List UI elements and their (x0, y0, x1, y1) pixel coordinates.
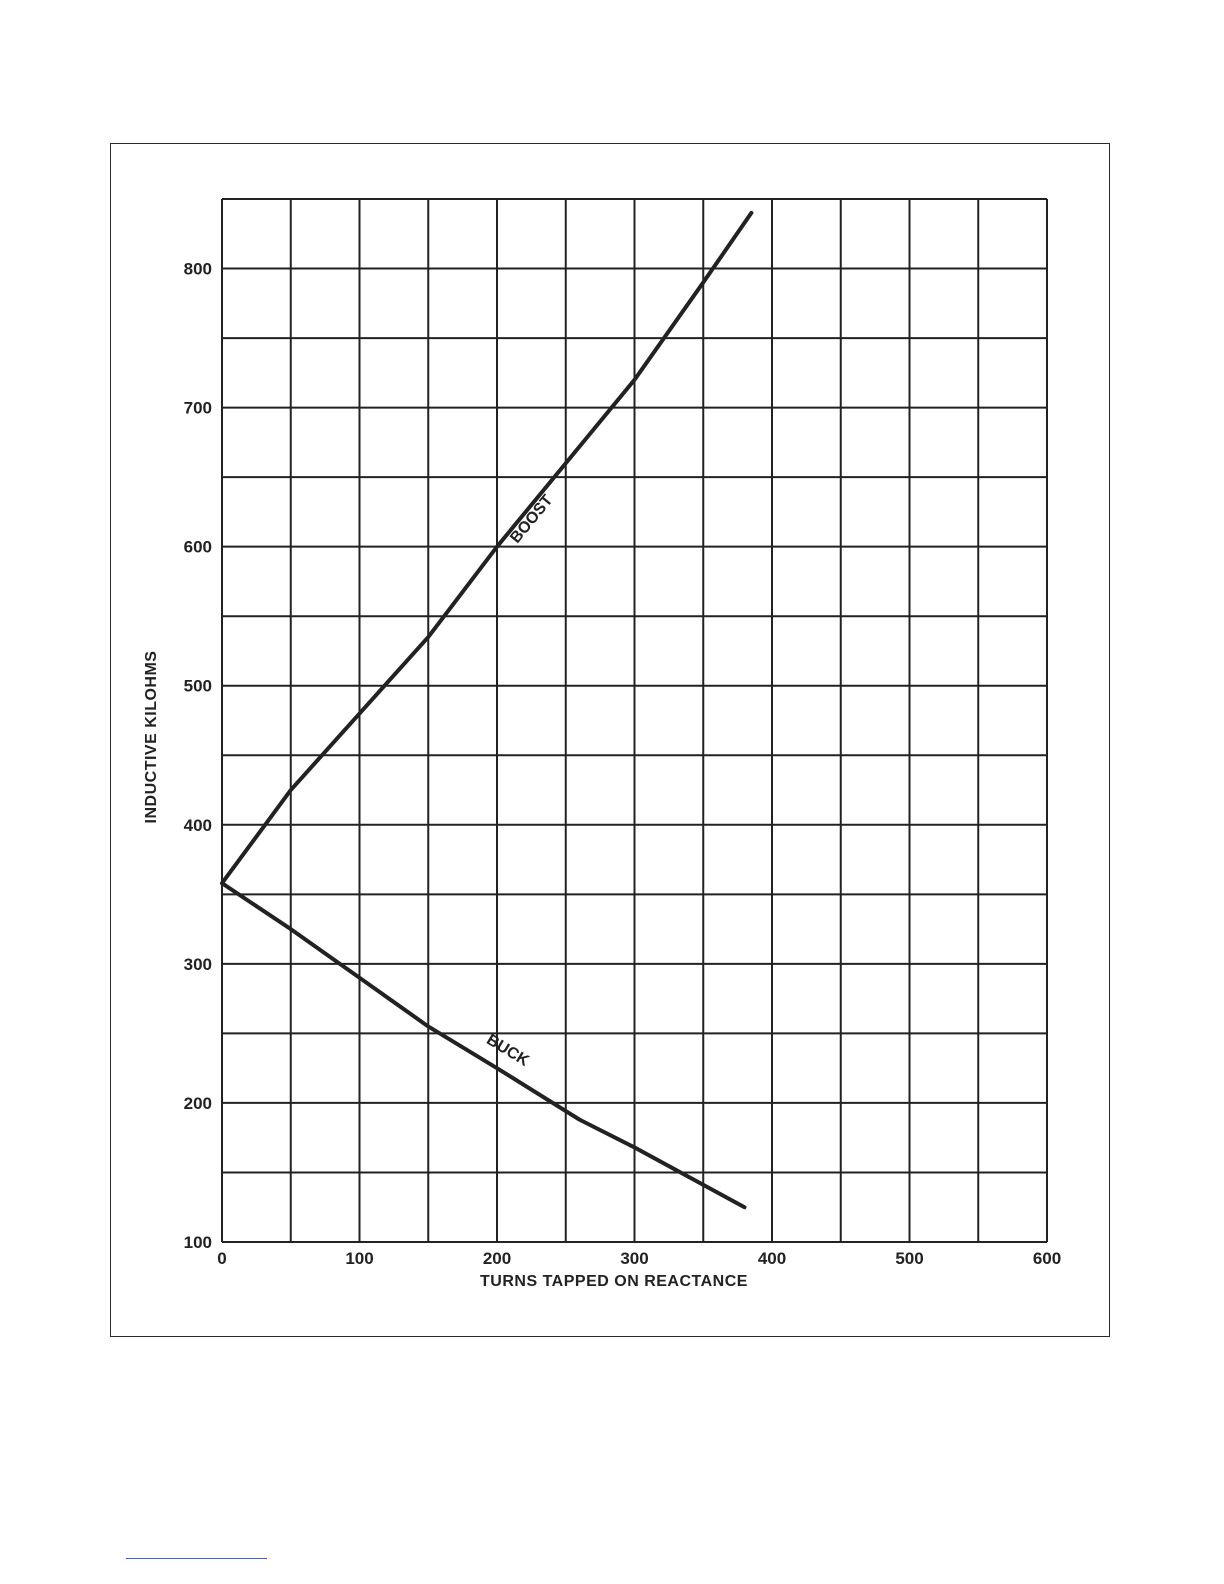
x-tick-label: 300 (620, 1249, 648, 1268)
boost-series-label: BOOST (507, 492, 556, 547)
x-tick-label: 400 (758, 1249, 786, 1268)
grid (221, 198, 1048, 1243)
x-tick-label: 0 (217, 1249, 226, 1268)
x-tick-label: 600 (1033, 1249, 1061, 1268)
x-axis-title: TURNS TAPPED ON REACTANCE (480, 1273, 748, 1290)
x-tick-label: 200 (483, 1249, 511, 1268)
x-tick-label: 100 (345, 1249, 373, 1268)
y-tick-label: 800 (184, 260, 212, 279)
y-axis-title: INDUCTIVE KILOHMS (143, 651, 160, 824)
boost-line (220, 210, 754, 886)
y-tick-label: 500 (184, 677, 212, 696)
y-tick-label: 300 (184, 955, 212, 974)
buck-line (220, 881, 747, 1210)
y-tick-label: 200 (184, 1094, 212, 1113)
footer-rule (126, 1558, 267, 1559)
x-tick-label: 500 (895, 1249, 923, 1268)
y-tick-label: 700 (184, 399, 212, 418)
tick-labels: 0 100 200 300 400 500 600 100 200 300 400 500 600 700… (184, 260, 1062, 1268)
y-tick-label: 400 (184, 816, 212, 835)
y-tick-label: 600 (184, 538, 212, 557)
y-tick-label: 100 (184, 1233, 212, 1252)
figure-frame (110, 143, 1110, 1337)
